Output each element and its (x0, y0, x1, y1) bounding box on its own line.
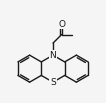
Text: O: O (58, 20, 65, 29)
Text: N: N (50, 51, 56, 60)
Text: S: S (50, 78, 56, 87)
